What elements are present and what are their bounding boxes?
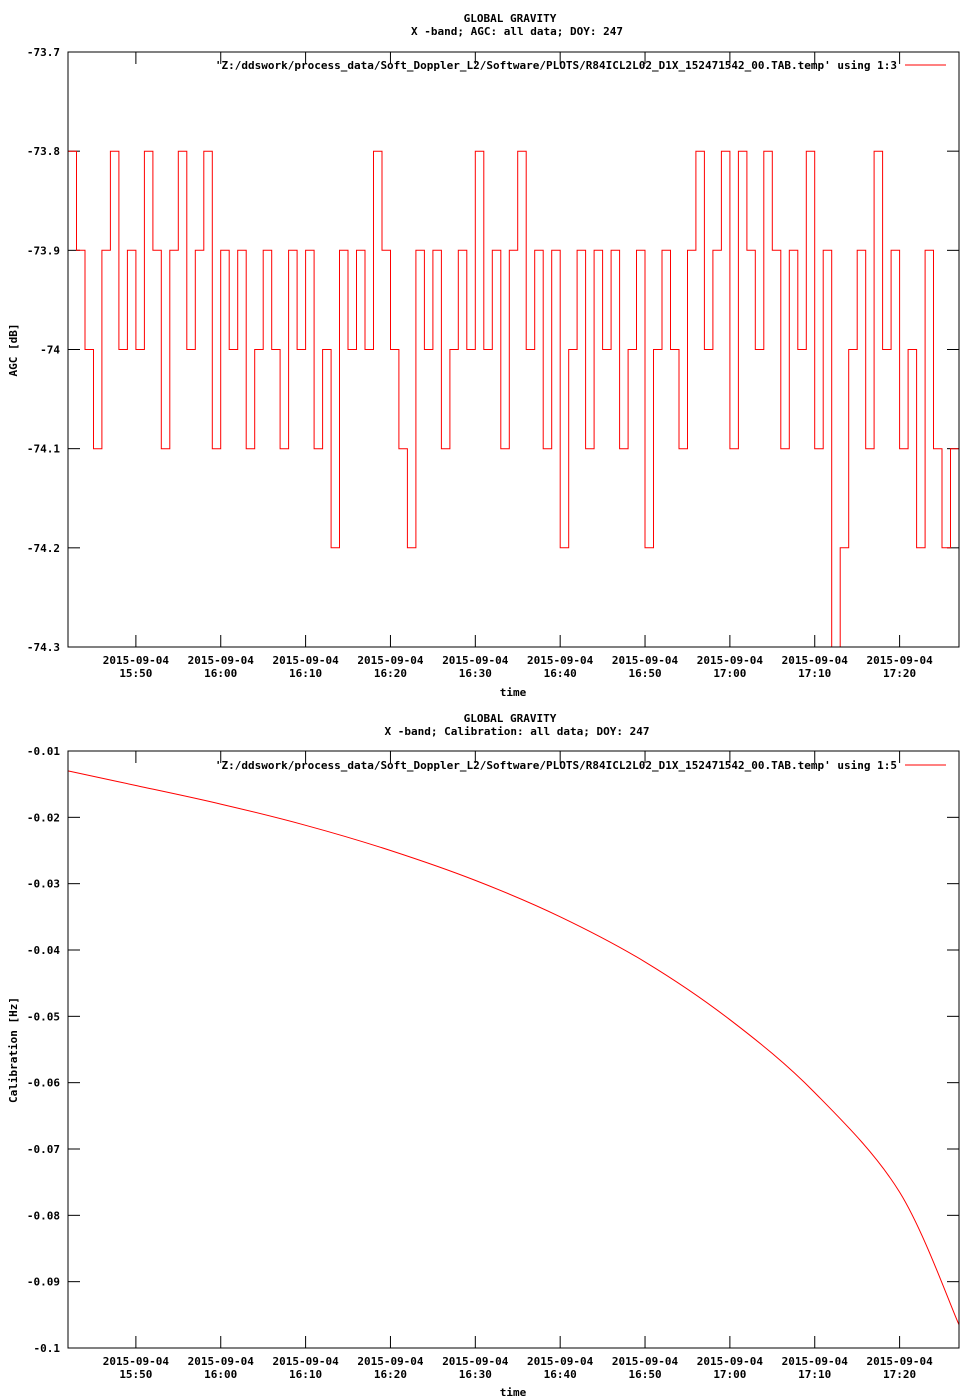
y-tick-label: -0.06 bbox=[27, 1077, 60, 1090]
x-tick-date: 2015-09-04 bbox=[527, 1355, 594, 1368]
y-tick-label: -0.03 bbox=[27, 878, 60, 891]
x-tick-date: 2015-09-04 bbox=[866, 654, 933, 667]
x-tick-time: 16:20 bbox=[374, 667, 407, 680]
y-tick-label: -0.07 bbox=[27, 1143, 60, 1156]
x-tick-time: 16:00 bbox=[204, 667, 237, 680]
y-tick-label: -0.1 bbox=[34, 1342, 61, 1355]
series-line bbox=[67, 770, 960, 1326]
y-axis-label: AGC [dB] bbox=[7, 324, 20, 377]
x-tick-time: 16:20 bbox=[374, 1368, 407, 1381]
y-axis-label: Calibration [Hz] bbox=[7, 997, 20, 1103]
y-tick-label: -0.05 bbox=[27, 1010, 60, 1023]
x-axis-ticks: 2015-09-0415:502015-09-0416:002015-09-04… bbox=[103, 52, 933, 680]
plot-frame bbox=[67, 51, 960, 648]
x-tick-time: 17:20 bbox=[883, 1368, 916, 1381]
chart-calibration: GLOBAL GRAVITY X -band; Calibration: all… bbox=[7, 712, 960, 1399]
legend-label: 'Z:/ddswork/process_data/Soft_Doppler_L2… bbox=[215, 59, 897, 72]
x-tick-time: 16:50 bbox=[628, 667, 661, 680]
y-tick-label: -74 bbox=[40, 344, 60, 357]
chart-agc: GLOBAL GRAVITY X -band; AGC: all data; D… bbox=[7, 12, 960, 699]
x-tick-date: 2015-09-04 bbox=[188, 1355, 255, 1368]
x-tick-time: 16:30 bbox=[459, 1368, 492, 1381]
x-tick-time: 17:00 bbox=[713, 1368, 746, 1381]
x-tick-time: 16:00 bbox=[204, 1368, 237, 1381]
x-tick-time: 17:20 bbox=[883, 667, 916, 680]
y-axis-ticks: -73.7 -73.8 -73.9 -74 -74.1 -74.2 -74.3 bbox=[27, 46, 959, 654]
chart-title: GLOBAL GRAVITY bbox=[464, 712, 557, 725]
x-tick-date: 2015-09-04 bbox=[697, 1355, 764, 1368]
chart-title: GLOBAL GRAVITY bbox=[464, 12, 557, 25]
x-tick-date: 2015-09-04 bbox=[103, 1355, 170, 1368]
x-tick-date: 2015-09-04 bbox=[866, 1355, 933, 1368]
y-axis-ticks: -0.01 -0.02 -0.03 -0.04 -0.05 -0.06 -0.07 -0.08… bbox=[27, 745, 959, 1355]
x-axis-ticks: 2015-09-0415:502015-09-0416:002015-09-04… bbox=[103, 751, 933, 1381]
x-tick-time: 15:50 bbox=[119, 1368, 152, 1381]
x-tick-time: 16:40 bbox=[544, 667, 577, 680]
y-tick-label: -0.01 bbox=[27, 745, 60, 758]
x-tick-date: 2015-09-04 bbox=[272, 1355, 339, 1368]
x-tick-time: 17:00 bbox=[713, 667, 746, 680]
y-tick-label: -74.2 bbox=[27, 542, 60, 555]
x-tick-date: 2015-09-04 bbox=[442, 654, 509, 667]
plot-frame bbox=[67, 750, 960, 1349]
x-tick-date: 2015-09-04 bbox=[527, 654, 594, 667]
x-axis-label: time bbox=[500, 1386, 527, 1399]
chart-subtitle: X -band; AGC: all data; DOY: 247 bbox=[411, 25, 623, 38]
y-tick-label: -0.02 bbox=[27, 811, 60, 824]
y-tick-label: -73.8 bbox=[27, 145, 60, 158]
x-tick-date: 2015-09-04 bbox=[357, 1355, 424, 1368]
x-tick-date: 2015-09-04 bbox=[272, 654, 339, 667]
plot-area bbox=[67, 770, 960, 1326]
y-tick-label: -74.3 bbox=[27, 641, 60, 654]
x-tick-date: 2015-09-04 bbox=[612, 1355, 679, 1368]
x-tick-date: 2015-09-04 bbox=[697, 654, 764, 667]
y-tick-label: -0.04 bbox=[27, 944, 60, 957]
y-tick-label: -0.09 bbox=[27, 1276, 60, 1289]
chart-subtitle: X -band; Calibration: all data; DOY: 247 bbox=[385, 725, 650, 738]
x-tick-time: 17:10 bbox=[798, 1368, 831, 1381]
x-tick-date: 2015-09-04 bbox=[103, 654, 170, 667]
x-tick-time: 16:40 bbox=[544, 1368, 577, 1381]
x-tick-date: 2015-09-04 bbox=[612, 654, 679, 667]
x-tick-time: 16:30 bbox=[459, 667, 492, 680]
x-tick-time: 17:10 bbox=[798, 667, 831, 680]
plot-area bbox=[68, 150, 960, 648]
x-tick-date: 2015-09-04 bbox=[782, 1355, 849, 1368]
x-tick-time: 16:10 bbox=[289, 1368, 322, 1381]
x-tick-date: 2015-09-04 bbox=[782, 654, 849, 667]
y-tick-label: -73.9 bbox=[27, 244, 60, 257]
x-tick-time: 16:50 bbox=[628, 1368, 661, 1381]
x-tick-date: 2015-09-04 bbox=[188, 654, 255, 667]
series-line bbox=[68, 150, 960, 648]
y-tick-label: -0.08 bbox=[27, 1209, 60, 1222]
x-tick-time: 15:50 bbox=[119, 667, 152, 680]
x-axis-label: time bbox=[500, 686, 527, 699]
x-tick-date: 2015-09-04 bbox=[357, 654, 424, 667]
x-tick-time: 16:10 bbox=[289, 667, 322, 680]
legend-label: 'Z:/ddswork/process_data/Soft_Doppler_L2… bbox=[215, 759, 897, 772]
y-tick-label: -74.1 bbox=[27, 443, 60, 456]
x-tick-date: 2015-09-04 bbox=[442, 1355, 509, 1368]
y-tick-label: -73.7 bbox=[27, 46, 60, 59]
